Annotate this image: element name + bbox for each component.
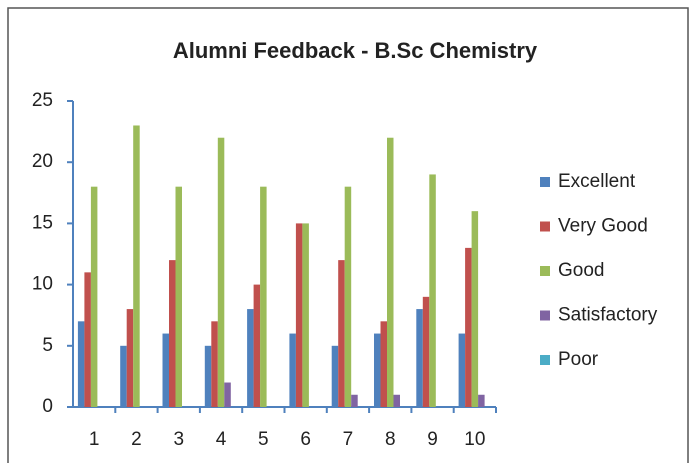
bar <box>471 211 479 407</box>
x-tick-label: 4 <box>216 429 227 450</box>
bar <box>344 186 352 407</box>
x-tick-label: 3 <box>173 429 184 450</box>
y-tick-label: 15 <box>32 212 53 233</box>
y-tick-label: 5 <box>42 335 53 356</box>
y-tick-label: 25 <box>32 90 53 111</box>
x-tick-label: 2 <box>131 429 142 450</box>
x-tick-label: 1 <box>89 429 100 450</box>
x-tick-label: 7 <box>343 429 354 450</box>
bar <box>84 272 91 407</box>
bar <box>260 186 267 407</box>
y-tick-label: 20 <box>32 151 53 172</box>
bar <box>374 333 381 407</box>
x-tick-label: 10 <box>464 429 485 450</box>
bar <box>120 345 127 407</box>
bar <box>393 394 400 407</box>
bar <box>429 174 436 407</box>
x-tick-label: 5 <box>258 429 269 450</box>
bar <box>458 333 466 407</box>
x-tick-label: 9 <box>427 429 438 450</box>
bar <box>416 309 423 407</box>
x-tick-label: 6 <box>300 429 311 450</box>
legend-swatch <box>540 221 550 232</box>
bar <box>162 333 169 407</box>
bar <box>204 345 212 407</box>
bar <box>302 223 309 407</box>
legend-label: Very Good <box>558 216 648 237</box>
bar <box>351 394 358 407</box>
legend-label: Good <box>558 260 604 281</box>
legend-swatch <box>540 177 550 187</box>
bar <box>224 382 231 407</box>
legend-swatch <box>540 310 550 321</box>
bar <box>380 321 387 407</box>
bar <box>133 125 140 407</box>
bar <box>247 309 254 407</box>
bar <box>90 186 98 407</box>
bar <box>169 260 176 407</box>
legend-label: Satisfactory <box>558 305 658 326</box>
legend-label: Poor <box>558 349 599 370</box>
bar <box>338 260 345 407</box>
y-tick-label: 0 <box>42 396 53 417</box>
bar <box>465 247 472 407</box>
bar <box>295 223 303 407</box>
chart-frame <box>7 7 689 463</box>
x-tick-label: 8 <box>385 429 396 450</box>
bar <box>331 345 339 407</box>
bar <box>217 137 225 407</box>
bar <box>175 186 182 407</box>
bar <box>77 321 85 407</box>
bar <box>422 296 430 407</box>
chart-title: Alumni Feedback - B.Sc Chemistry <box>173 38 538 63</box>
bar <box>289 333 296 407</box>
legend-label: Excellent <box>558 171 636 192</box>
bar <box>211 321 218 407</box>
bar <box>387 137 394 407</box>
bar <box>126 309 134 407</box>
legend-swatch <box>540 355 550 365</box>
y-tick-label: 10 <box>32 274 53 295</box>
bar <box>253 284 261 407</box>
legend-swatch <box>540 266 550 276</box>
bar <box>478 394 485 407</box>
